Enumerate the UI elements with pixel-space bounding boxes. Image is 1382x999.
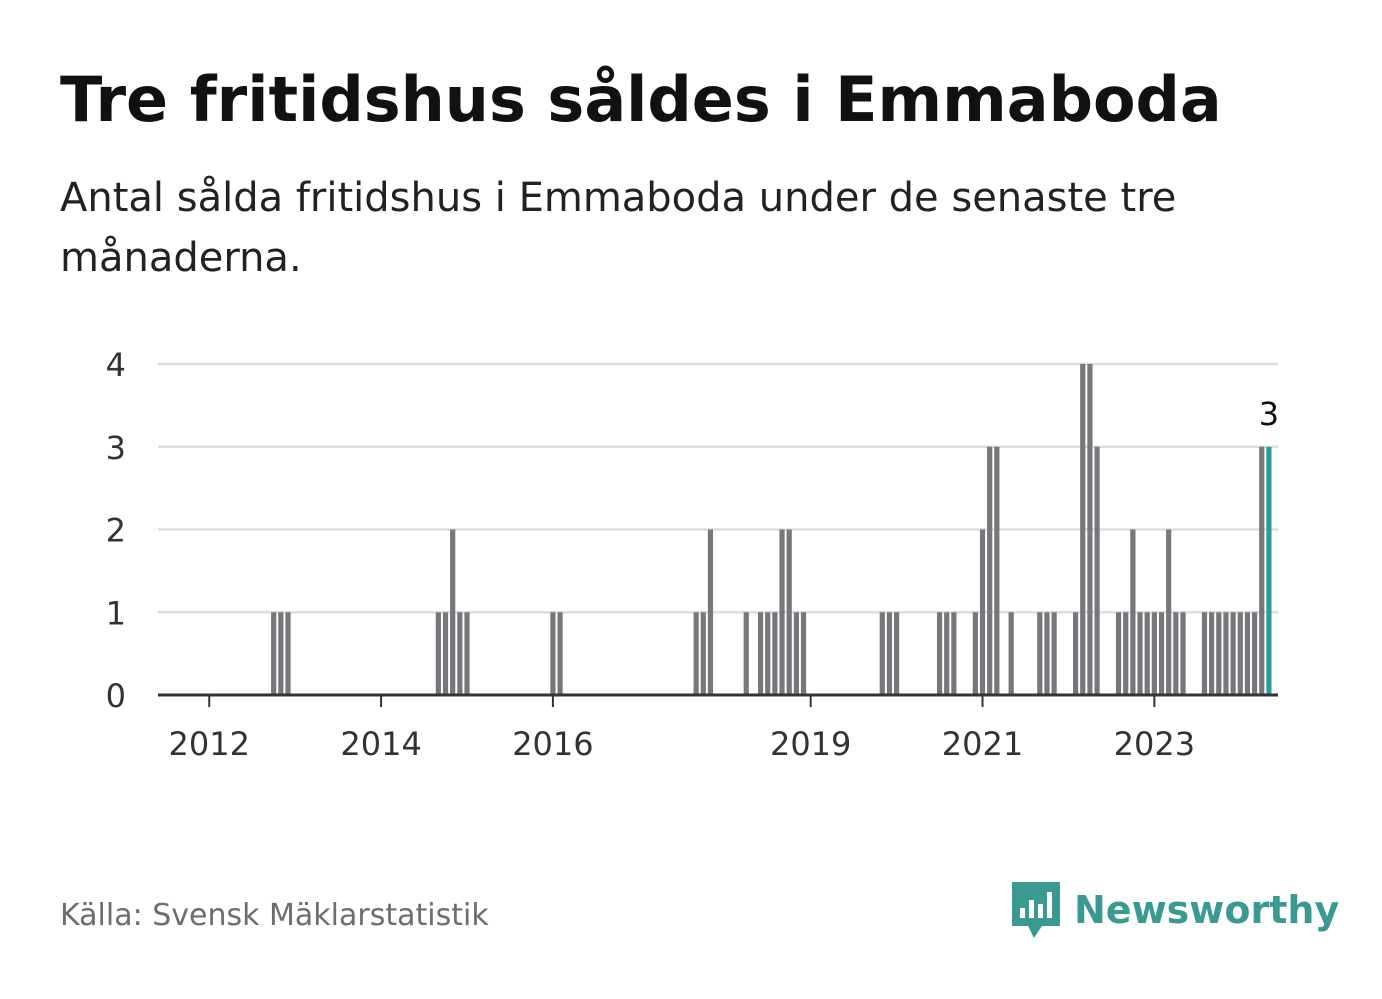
bar	[772, 612, 778, 695]
bar	[435, 612, 441, 695]
bar	[271, 612, 277, 695]
bar	[951, 612, 957, 695]
bar	[936, 612, 943, 695]
newsworthy-logo-icon	[1012, 882, 1060, 938]
bar	[793, 612, 799, 695]
bar	[285, 612, 291, 695]
y-tick-label: 1	[106, 594, 126, 632]
x-axis-ticks: 2012 2014 2016 2019 2021 2023	[169, 695, 1195, 763]
chart-subtitle: Antal sålda fritidshus i Emmaboda under …	[60, 175, 1177, 281]
bar	[1237, 612, 1243, 695]
bar	[894, 612, 900, 695]
bar	[1008, 612, 1014, 695]
bar	[1080, 364, 1086, 695]
bar-highlight	[1266, 446, 1272, 695]
bar	[879, 612, 885, 695]
bar	[886, 612, 893, 695]
bar	[464, 612, 470, 695]
bar	[1144, 612, 1150, 695]
bar	[1216, 612, 1222, 695]
y-tick-label: 0	[106, 677, 126, 715]
bar	[707, 529, 714, 695]
data-labels: 3	[1259, 395, 1279, 433]
bar	[944, 612, 950, 695]
y-axis-ticks: 0 1 2 3 4	[106, 346, 126, 715]
bar	[972, 612, 978, 695]
bar	[1051, 612, 1057, 695]
bar	[1173, 612, 1179, 695]
bar	[743, 612, 749, 695]
bar	[765, 612, 771, 695]
x-tick-label: 2012	[169, 725, 250, 763]
y-tick-label: 4	[106, 346, 126, 384]
bar	[1180, 612, 1186, 695]
bar	[1094, 446, 1100, 695]
bar-chart: 0 1 2 3 4 2012 2014 2016 2019 2021 2023 3	[106, 346, 1279, 763]
gridlines	[158, 362, 1278, 614]
bar	[1166, 529, 1172, 695]
x-tick-label: 2023	[1114, 725, 1195, 763]
bar	[1087, 364, 1093, 695]
bar	[1137, 612, 1143, 695]
x-tick-label: 2019	[770, 725, 851, 763]
bar	[700, 612, 706, 695]
source-note: Källa: Svensk Mäklarstatistik	[60, 898, 489, 933]
bar	[1259, 446, 1265, 695]
bar	[1073, 612, 1079, 695]
data-label-latest: 3	[1259, 395, 1279, 433]
bar	[1244, 612, 1251, 695]
bar	[457, 612, 463, 695]
bar	[557, 612, 563, 695]
chart-title: Tre fritidshus såldes i Emmaboda	[60, 63, 1222, 136]
bar	[779, 529, 785, 695]
y-tick-label: 2	[106, 512, 126, 550]
bar	[693, 612, 699, 695]
bar	[1158, 612, 1165, 695]
bar	[1201, 612, 1208, 695]
bar	[278, 612, 284, 695]
bar	[994, 446, 1000, 695]
bar	[1230, 612, 1236, 695]
x-tick-label: 2021	[942, 725, 1023, 763]
bar	[1115, 612, 1122, 695]
bar	[1151, 612, 1157, 695]
bar	[786, 529, 792, 695]
brand-logo[interactable]: Newsworthy	[1010, 880, 1339, 940]
bar	[1037, 612, 1043, 695]
bar	[1252, 612, 1258, 695]
bar	[1209, 612, 1215, 695]
brand-name: Newsworthy	[1074, 888, 1340, 932]
bar	[987, 446, 993, 695]
bar	[1044, 612, 1050, 695]
bar	[442, 612, 449, 695]
y-tick-label: 3	[106, 429, 126, 467]
bar	[1123, 612, 1129, 695]
bar	[800, 612, 807, 695]
bar	[1130, 529, 1136, 695]
x-tick-label: 2014	[340, 725, 421, 763]
bar	[550, 612, 556, 695]
bar	[450, 529, 456, 695]
bars	[271, 364, 1272, 695]
bar	[757, 612, 764, 695]
x-tick-label: 2016	[512, 725, 593, 763]
bar	[979, 529, 986, 695]
bar	[1223, 612, 1229, 695]
